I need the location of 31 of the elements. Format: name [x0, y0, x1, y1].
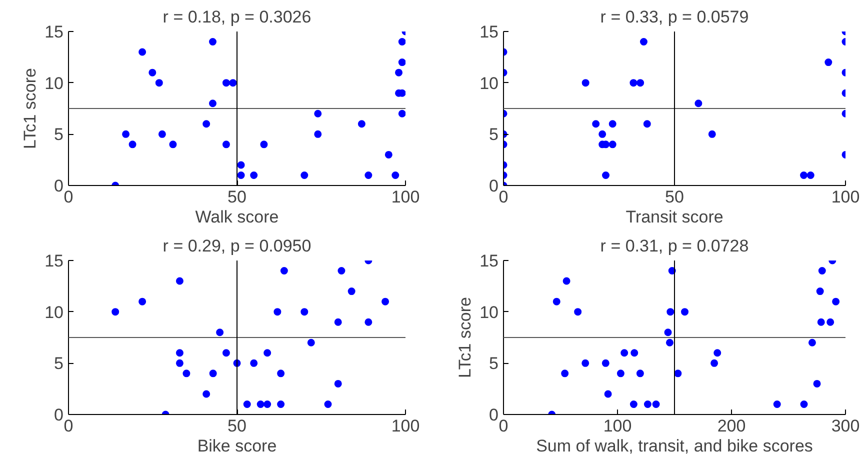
y-tick-label: 15 [480, 252, 499, 270]
x-tick-label: 100 [831, 188, 860, 206]
chart-title: r = 0.33, p = 0.0579 [600, 8, 749, 26]
y-tick-label: 10 [480, 302, 499, 322]
y-tick-label: 10 [44, 302, 64, 322]
y-axis-title: LTc1 score [456, 297, 475, 378]
x-axis-title: Walk score [195, 208, 279, 226]
y-tick-label: 5 [54, 354, 64, 374]
x-tick-label: 200 [717, 416, 746, 436]
y-axis-title: LTc1 score [20, 68, 40, 149]
chart-title: r = 0.29, p = 0.0950 [162, 236, 312, 256]
x-axis-title: Sum of walk, transit, and bike scores [536, 436, 813, 456]
x-tick-label: 50 [228, 188, 246, 206]
x-axis-title: Transit score [626, 208, 724, 226]
y-tick-label: 5 [489, 125, 499, 144]
y-tick-label: 15 [44, 22, 64, 42]
x-axis-title: Bike score [197, 436, 277, 456]
y-tick-label: 15 [480, 22, 499, 42]
x-tick-label: 50 [665, 188, 684, 206]
y-tick-label: 10 [480, 74, 499, 93]
y-tick-label: 10 [44, 74, 64, 93]
y-tick-label: 15 [44, 252, 64, 270]
x-tick-label: 50 [228, 416, 246, 436]
x-tick-label: 100 [391, 416, 420, 436]
x-tick-label: 100 [391, 188, 420, 206]
y-tick-label: 5 [489, 354, 499, 374]
chart-title: r = 0.31, p = 0.0728 [600, 236, 749, 256]
x-tick-label: 300 [831, 416, 860, 436]
y-tick-label: 5 [54, 125, 64, 144]
x-tick-label: 100 [603, 416, 632, 436]
chart-title: r = 0.18, p = 0.3026 [162, 8, 312, 26]
